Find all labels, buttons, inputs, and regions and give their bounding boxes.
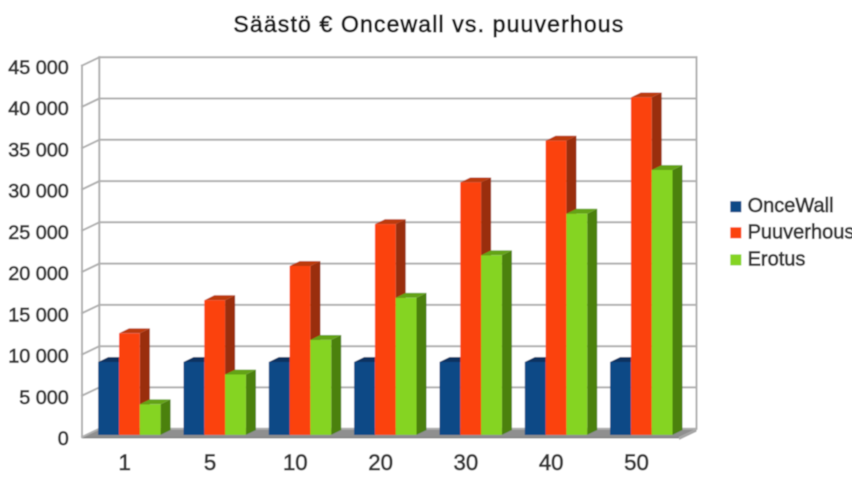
svg-text:45 000: 45 000 [8,57,69,79]
svg-text:30 000: 30 000 [8,181,69,203]
svg-text:OnceWall: OnceWall [748,195,834,217]
svg-text:1: 1 [119,450,131,475]
svg-text:15 000: 15 000 [8,304,69,326]
svg-text:20 000: 20 000 [8,263,69,285]
svg-text:10 000: 10 000 [8,346,69,368]
svg-text:5 000: 5 000 [19,387,69,409]
svg-text:35 000: 35 000 [8,139,69,161]
svg-text:Erotus: Erotus [748,248,806,270]
svg-text:40 000: 40 000 [8,98,69,120]
svg-text:50: 50 [624,450,649,475]
svg-text:5: 5 [204,450,216,475]
svg-text:20: 20 [368,450,393,475]
svg-text:25 000: 25 000 [8,222,69,244]
svg-text:Puuverhous: Puuverhous [748,221,852,243]
svg-text:30: 30 [454,450,479,475]
svg-text:10: 10 [283,450,308,475]
svg-text:40: 40 [539,450,564,475]
svg-text:0: 0 [58,428,69,450]
svg-text:Säästö € Oncewall vs. puuverho: Säästö € Oncewall vs. puuverhous [233,11,624,37]
